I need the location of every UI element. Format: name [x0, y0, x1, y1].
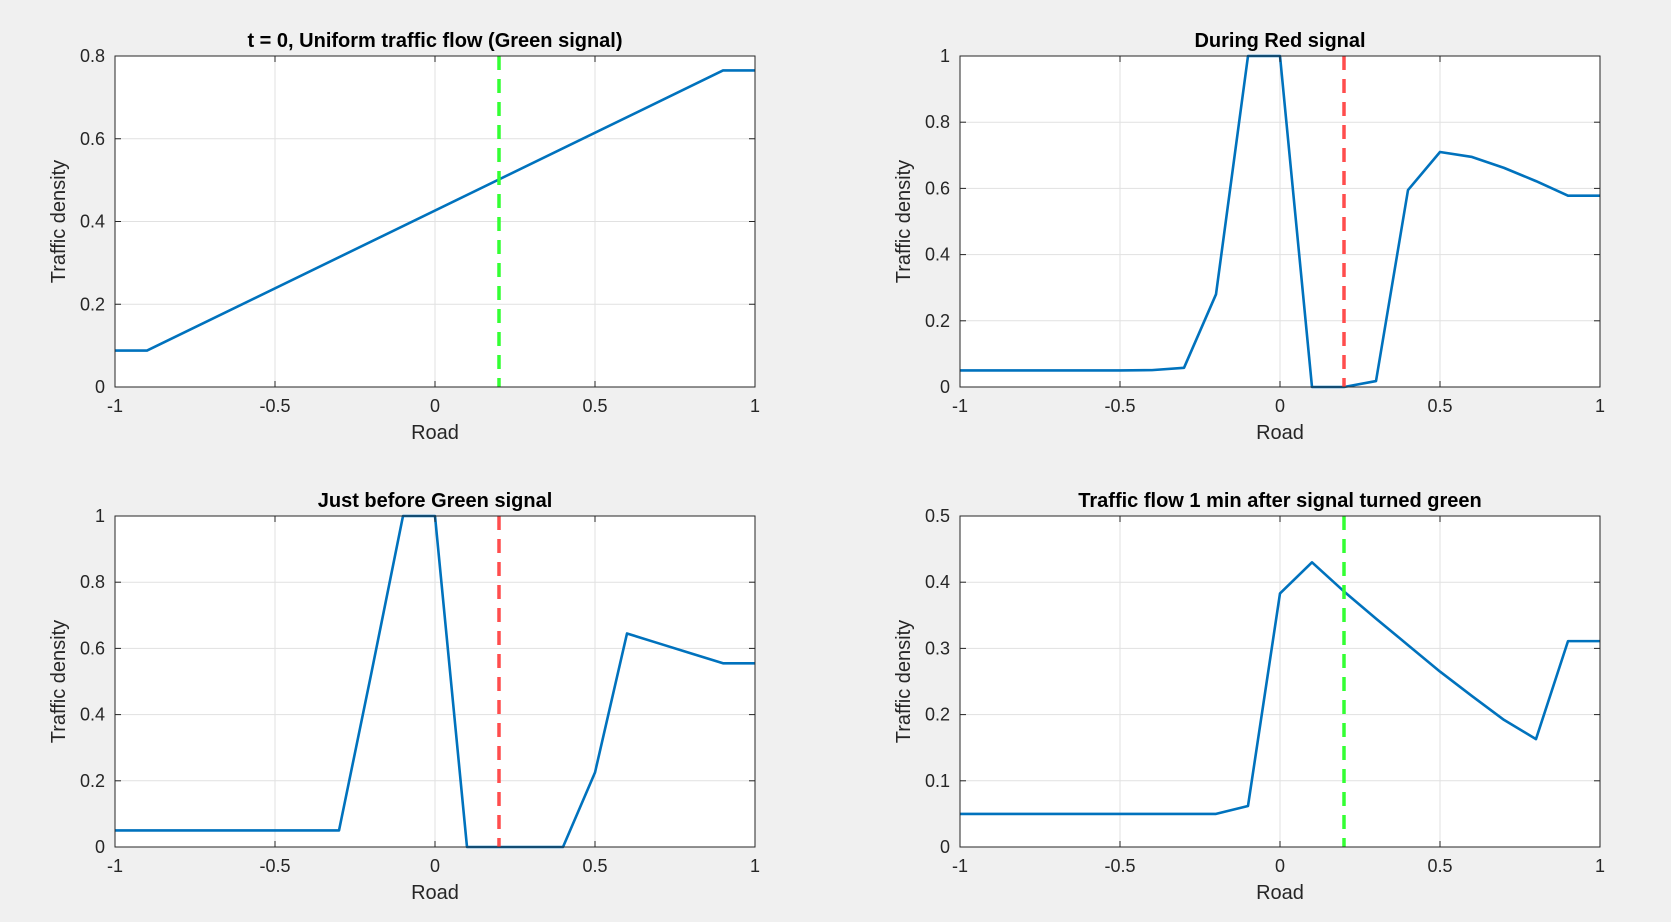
y-axis-label: Traffic density [48, 620, 70, 743]
x-axis-label: Road [411, 422, 459, 444]
y-tick-label: 0 [95, 377, 105, 397]
y-tick-label: 0 [95, 837, 105, 857]
y-axis-label: Traffic density [893, 160, 915, 283]
x-tick-label: -0.5 [259, 856, 290, 876]
y-tick-label: 0 [940, 377, 950, 397]
x-tick-label: 1 [1595, 856, 1605, 876]
y-tick-label: 0.8 [80, 572, 105, 592]
y-tick-label: 0.1 [925, 771, 950, 791]
x-tick-label: 1 [750, 396, 760, 416]
x-tick-label: 0.5 [582, 856, 607, 876]
subplot-3: -1 -0.5 0 0.5 1 0 0.2 0.4 0.6 0.8 1 Just before Gre… [48, 490, 760, 904]
y-tick-label: 0.6 [925, 178, 950, 198]
chart-title: Just before Green signal [318, 490, 553, 512]
series-line-1 [115, 69, 755, 352]
y-tick-label: 0.3 [925, 638, 950, 658]
x-tick-label: 0.5 [582, 396, 607, 416]
x-axis-label: Road [1256, 422, 1304, 444]
y-tick-label: 0.2 [925, 311, 950, 331]
x-tick-label: -0.5 [259, 396, 290, 416]
x-axis-label: Road [1256, 882, 1304, 904]
x-tick-label: -1 [107, 396, 123, 416]
x-tick-label: 0.5 [1427, 396, 1452, 416]
y-tick-label: 0.6 [80, 638, 105, 658]
y-tick-label: 0.4 [80, 212, 105, 232]
x-tick-label: 1 [1595, 396, 1605, 416]
series-line-1 [960, 561, 1600, 816]
x-axis-label: Road [411, 882, 459, 904]
x-tick-label: 1 [750, 856, 760, 876]
x-tick-label: 0 [1275, 396, 1285, 416]
y-tick-label: 1 [940, 46, 950, 66]
chart-title: During Red signal [1194, 30, 1365, 52]
chart-title: Traffic flow 1 min after signal turned g… [1078, 490, 1481, 512]
y-axis-label: Traffic density [48, 160, 70, 283]
x-tick-label: 0.5 [1427, 856, 1452, 876]
x-tick-label: -1 [952, 396, 968, 416]
y-axis-label: Traffic density [893, 620, 915, 743]
y-tick-label: 0.4 [80, 705, 105, 725]
chart-title: t = 0, Uniform traffic flow (Green signa… [247, 30, 622, 52]
y-tick-label: 0.5 [925, 506, 950, 526]
subplot-2: -1 -0.5 0 0.5 1 0 0.2 0.4 0.6 0.8 1 During Red sign… [893, 30, 1605, 444]
subplot-4: -1 -0.5 0 0.5 1 0 0.1 0.2 0.3 0.4 0.5 Traffic flow … [893, 490, 1605, 904]
subplot-1: -1 -0.5 0 0.5 1 0 0.2 0.4 0.6 0.8 t = 0, Uniform t… [48, 30, 760, 444]
y-tick-label: 1 [95, 506, 105, 526]
x-tick-label: 0 [430, 856, 440, 876]
y-tick-label: 0.8 [925, 112, 950, 132]
y-tick-label: 0.8 [80, 46, 105, 66]
y-tick-label: 0.6 [80, 129, 105, 149]
x-tick-label: -1 [952, 856, 968, 876]
y-tick-label: 0.4 [925, 245, 950, 265]
y-tick-label: 0.4 [925, 572, 950, 592]
x-tick-label: -0.5 [1104, 856, 1135, 876]
x-tick-label: -0.5 [1104, 396, 1135, 416]
y-tick-label: 0.2 [80, 771, 105, 791]
y-tick-label: 0.2 [925, 705, 950, 725]
x-tick-label: 0 [430, 396, 440, 416]
y-tick-label: 0 [940, 837, 950, 857]
y-tick-label: 0.2 [80, 294, 105, 314]
x-tick-label: -1 [107, 856, 123, 876]
x-tick-label: 0 [1275, 856, 1285, 876]
